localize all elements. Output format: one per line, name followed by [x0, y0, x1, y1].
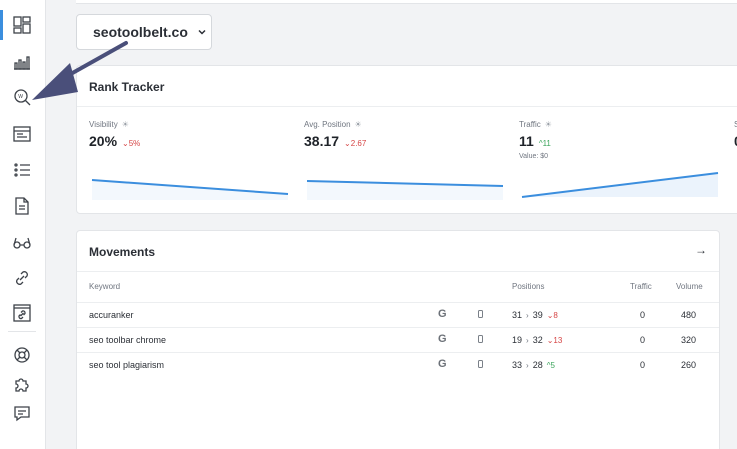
list-icon[interactable] — [8, 156, 36, 184]
sidebar: W — [0, 0, 46, 449]
puzzle-icon[interactable] — [8, 370, 36, 398]
visibility-sparkline — [91, 179, 289, 200]
positions-cell: 31 › 39 ⌄8 — [512, 310, 558, 320]
metric-change: ^11 — [538, 139, 551, 148]
google-icon: G — [438, 358, 447, 370]
metric-label: Traffic — [519, 120, 541, 129]
keyword-cell[interactable]: seo tool plagiarism — [89, 360, 165, 370]
sun-icon: ☀ — [121, 120, 129, 129]
arrow-right-icon[interactable]: → — [695, 243, 707, 257]
divider — [77, 271, 719, 272]
metric-label: S — [734, 120, 737, 129]
mobile-icon — [478, 335, 483, 343]
movements-title: Movements — [89, 245, 156, 259]
mobile-icon — [478, 360, 483, 368]
volume-cell: 480 — [681, 310, 697, 320]
domain-selector-value: seotoolbelt.co — [93, 24, 188, 40]
google-icon: G — [438, 308, 447, 320]
google-icon: G — [438, 333, 447, 345]
help-lifebuoy-icon[interactable] — [8, 341, 36, 369]
document-icon[interactable] — [8, 192, 36, 220]
link-frame-icon[interactable] — [8, 299, 36, 327]
glasses-icon[interactable] — [8, 228, 36, 256]
domain-selector[interactable]: seotoolbelt.co — [76, 14, 212, 50]
column-keyword[interactable]: Keyword — [89, 282, 121, 291]
volume-cell: 260 — [681, 360, 697, 370]
metric-value: 38.17 — [304, 133, 340, 149]
traffic-cell: 0 — [640, 335, 646, 345]
metric-value: 20% — [89, 133, 118, 149]
top-card-edge — [76, 0, 737, 4]
traffic-sparkline — [521, 172, 719, 198]
divider — [77, 327, 719, 328]
mobile-icon — [478, 310, 483, 318]
site-audit-icon[interactable] — [8, 120, 36, 148]
traffic-cell: 0 — [640, 310, 646, 320]
metric-partial[interactable]: S 0 — [734, 120, 737, 149]
divider — [77, 302, 719, 303]
column-positions[interactable]: Positions — [512, 282, 545, 291]
sidebar-divider — [8, 331, 36, 332]
metric-value: 11 — [519, 133, 534, 149]
link-icon[interactable] — [8, 264, 36, 292]
positions-cell: 19 › 32 ⌄13 — [512, 335, 563, 345]
sun-icon: ☀ — [354, 120, 362, 129]
sun-icon: ☀ — [544, 120, 552, 129]
metric-value: 0 — [734, 133, 737, 149]
active-indicator — [0, 10, 3, 40]
metric-visibility[interactable]: Visibility ☀ 20% ⌄5% — [89, 120, 140, 149]
avg-position-sparkline — [306, 180, 504, 200]
chevron-down-icon — [198, 29, 206, 35]
dashboard-icon[interactable] — [8, 11, 36, 39]
volume-cell: 320 — [681, 335, 697, 345]
metric-avg-position[interactable]: Avg. Position ☀ 38.17 ⌄2.67 — [304, 120, 366, 149]
svg-text:W: W — [18, 94, 23, 100]
metric-change: ⌄2.67 — [344, 139, 367, 148]
metric-label: Visibility — [89, 120, 118, 129]
rank-tracker-title: Rank Tracker — [89, 80, 165, 94]
traffic-cell: 0 — [640, 360, 646, 370]
keyword-cell[interactable]: seo toolbar chrome — [89, 335, 167, 345]
chat-icon[interactable] — [8, 399, 36, 427]
divider — [77, 352, 719, 353]
column-volume[interactable]: Volume — [676, 282, 703, 291]
keyword-cell[interactable]: accuranker — [89, 310, 134, 320]
metric-sub: Value: $0 — [519, 153, 549, 160]
positions-cell: 33 › 28 ^5 — [512, 360, 555, 370]
rank-search-icon[interactable]: W — [8, 83, 36, 111]
bar-chart-icon[interactable] — [8, 48, 36, 76]
metric-change: ⌄5% — [122, 139, 141, 148]
metric-label: Avg. Position — [304, 120, 351, 129]
movements-card: Movements → Keyword Positions Traffic Vo… — [76, 230, 720, 449]
rank-tracker-card: Rank Tracker Visibility ☀ 20% ⌄5% Avg. Po… — [76, 65, 737, 214]
metric-traffic[interactable]: Traffic ☀ 11 ^11 Value: $0 — [519, 120, 552, 160]
divider — [77, 106, 737, 107]
column-traffic[interactable]: Traffic — [630, 282, 652, 291]
